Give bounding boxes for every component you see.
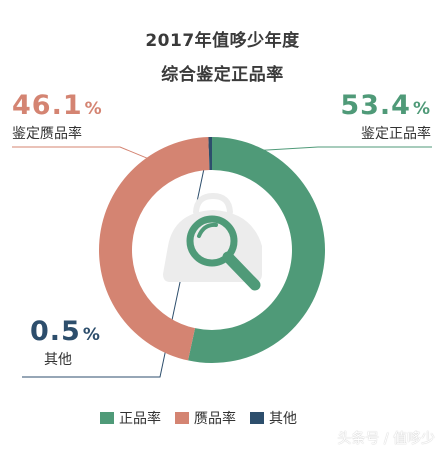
chart-title-line1: 2017年值哆少年度 <box>145 31 300 51</box>
legend-label-authentic: 正品率 <box>119 411 161 427</box>
slice-other <box>208 137 212 171</box>
magnifier-icon <box>163 192 262 291</box>
leader-line-authentic <box>260 146 432 151</box>
callout-authentic-number: 53.4 <box>340 90 411 121</box>
legend-item-other: 其他 <box>250 408 297 428</box>
callout-other-label: 其他 <box>44 352 72 368</box>
legend-swatch-authentic <box>100 412 114 424</box>
callout-authentic-label: 鉴定正品率 <box>361 126 431 142</box>
callout-other-value: 0.5% <box>30 316 101 347</box>
donut-slices <box>98 137 325 363</box>
legend-swatch-other <box>250 412 264 424</box>
callout-authentic-value: 53.4% <box>340 90 431 121</box>
callout-fake-label: 鉴定赝品率 <box>12 126 82 142</box>
callout-authentic-unit: % <box>412 99 431 119</box>
chart-title-line2: 综合鉴定正品率 <box>161 65 284 85</box>
callout-other-number: 0.5 <box>30 316 81 347</box>
callout-other: 0.5% 其他 <box>30 316 101 369</box>
legend-swatch-fake <box>175 412 189 424</box>
leader-line-fake <box>12 146 149 160</box>
legend-label-other: 其他 <box>269 411 297 427</box>
callout-fake-unit: % <box>84 99 103 119</box>
legend-item-authentic: 正品率 <box>100 408 161 428</box>
slice-authentic <box>188 137 325 363</box>
callout-authentic: 53.4% 鉴定正品率 <box>340 90 431 143</box>
slice-fake <box>98 137 210 361</box>
legend-item-fake: 赝品率 <box>175 408 236 428</box>
callout-fake-value: 46.1% <box>12 90 103 121</box>
callout-fake-number: 46.1 <box>12 90 83 121</box>
legend-label-fake: 赝品率 <box>194 411 236 427</box>
callout-fake: 46.1% 鉴定赝品率 <box>12 90 103 143</box>
watermark-text: 头条号 / 值哆少 <box>337 431 435 447</box>
callout-other-unit: % <box>82 325 101 345</box>
chart-legend: 正品率 赝品率 其他 <box>100 408 297 428</box>
